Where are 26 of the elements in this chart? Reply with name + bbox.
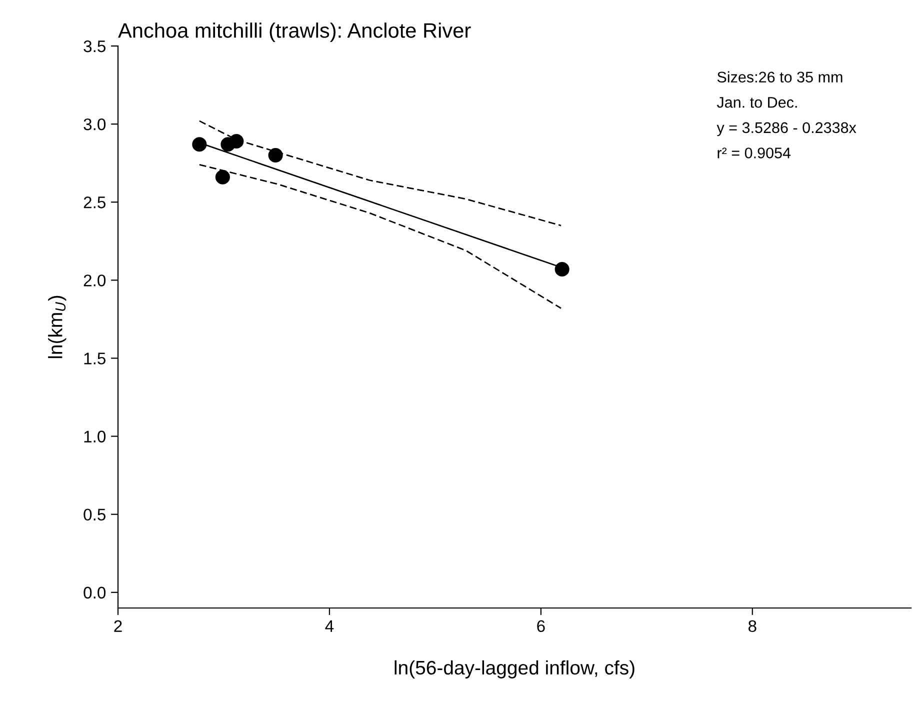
x-tick-label: 2 xyxy=(114,620,122,632)
point xyxy=(192,137,207,152)
chart-title: Anchoa mitchilli (trawls): Anclote River xyxy=(118,22,471,42)
y-tick-label: 0.0 xyxy=(84,586,106,599)
line-series xyxy=(198,120,562,226)
annotation: r² = 0.9054 xyxy=(718,148,791,158)
line-series xyxy=(198,164,562,309)
y-tick-label: 3.5 xyxy=(84,40,106,52)
y-axis-title: ln(km$_{U}$) xyxy=(48,296,66,358)
y-tick-label: 1.0 xyxy=(84,430,106,442)
x-tick-label: 6 xyxy=(537,620,545,632)
point xyxy=(554,262,570,277)
y-tick-label: 2.5 xyxy=(84,196,106,208)
x-tick-label: 8 xyxy=(748,620,756,632)
x-tick-label: 4 xyxy=(325,620,334,632)
y-tick-label: 3.0 xyxy=(84,118,106,130)
annotation: y = 3.5286 - 0.2338x xyxy=(716,122,856,136)
x-axis-title: ln(56-day-lagged inflow, cfs) xyxy=(394,660,634,678)
y-tick-label: 2.0 xyxy=(84,274,106,286)
y-tick-label: 0.5 xyxy=(84,508,106,521)
y-tick-label: 1.5 xyxy=(84,352,106,364)
point xyxy=(229,134,244,149)
annotation: Sizes:26 to 35 mm xyxy=(717,71,842,83)
point xyxy=(215,170,230,184)
point xyxy=(268,148,283,163)
annotation: Jan. to Dec. xyxy=(716,97,797,108)
